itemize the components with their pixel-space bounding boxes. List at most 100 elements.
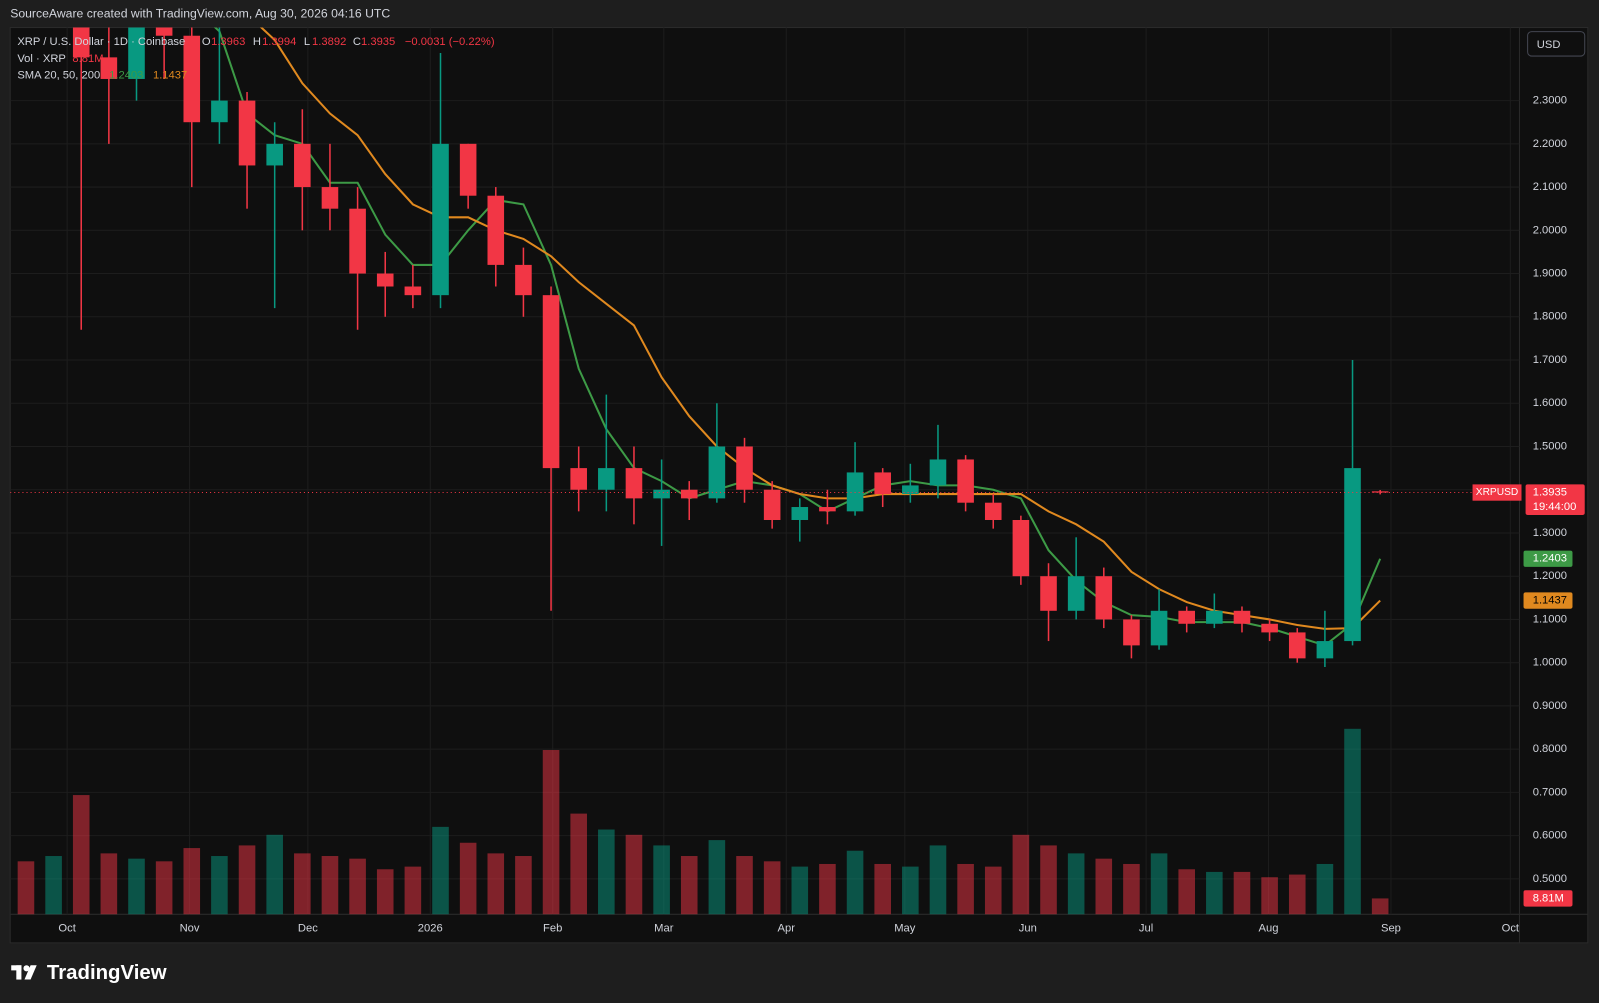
volume-bar xyxy=(515,856,532,915)
volume-bar xyxy=(846,850,864,915)
countdown-text: 19:44:00 xyxy=(1533,501,1577,513)
candle-body xyxy=(957,459,974,503)
candle-body xyxy=(736,446,753,490)
candle-body xyxy=(376,273,394,287)
volume-bar xyxy=(570,813,587,915)
x-tick-label: Mar xyxy=(654,923,674,935)
currency[interactable]: USD xyxy=(1537,39,1561,51)
price-tag-text: 1.3935 xyxy=(1533,487,1567,499)
legend-h-label: H xyxy=(253,36,261,48)
y-tick-label: 1.9000 xyxy=(1533,268,1567,280)
volume-bar xyxy=(1344,728,1361,915)
symbol-tag xyxy=(1472,484,1522,501)
y-tick-label: 1.8000 xyxy=(1533,311,1567,323)
sma-tag-text: 1.2403 xyxy=(1533,553,1567,565)
volume-bar xyxy=(459,842,477,915)
chart-panel xyxy=(9,27,1589,944)
currency-button[interactable] xyxy=(1527,31,1586,57)
candle-body xyxy=(1150,610,1168,646)
volume-bar xyxy=(708,840,726,915)
candle-body xyxy=(819,507,836,512)
candle-body xyxy=(874,472,891,495)
volume-bar xyxy=(680,856,698,915)
candle-body xyxy=(984,502,1002,520)
x-tick-label: Oct xyxy=(58,923,76,935)
candle-body xyxy=(1067,576,1085,611)
axes: 0.5000 0.6000 0.7000 0.8000 0.9000 1.0000 1.10… xyxy=(58,95,1585,935)
candle-body xyxy=(211,100,228,123)
volume-bar xyxy=(349,858,366,915)
volume-bar xyxy=(294,853,311,915)
volume-bar xyxy=(1040,845,1057,915)
brand: TradingView xyxy=(47,962,167,984)
candle-body xyxy=(680,489,698,499)
y-tick-label: 0.5000 xyxy=(1533,873,1567,885)
y-tick-label: 1.6000 xyxy=(1533,397,1567,409)
volume-bar xyxy=(1206,871,1223,915)
volume-bar xyxy=(1371,898,1389,915)
x-tick-label: May xyxy=(894,923,916,935)
y-tick-label: 0.7000 xyxy=(1533,786,1567,798)
volume-bar xyxy=(791,866,809,915)
legend-c: 1.3935 xyxy=(361,36,395,48)
candle-body xyxy=(763,489,781,520)
x-tick-label: Apr xyxy=(778,923,796,935)
x-tick-label: Dec xyxy=(298,923,318,935)
x-tick-label: 2026 xyxy=(418,923,443,935)
plot xyxy=(10,27,1520,915)
volume-bar xyxy=(211,856,228,915)
volume-tag-text: 8.81M xyxy=(1533,892,1564,904)
y-tick-label: 0.6000 xyxy=(1533,830,1567,842)
legend: XRP / U.S. Dollar · 1D · Coinbase O 1.39… xyxy=(17,36,494,82)
y-tick-label: 2.1000 xyxy=(1533,181,1567,193)
candle-body xyxy=(459,143,477,196)
candle-body xyxy=(570,468,587,490)
volume-bar xyxy=(1233,871,1251,915)
x-tick-label: Feb xyxy=(543,923,562,935)
candle-body xyxy=(1206,610,1223,624)
x-tick-label: Aug xyxy=(1259,923,1279,935)
volume-bar xyxy=(128,858,145,915)
volume-bar xyxy=(957,863,974,915)
legend-h: 1.3994 xyxy=(262,36,296,48)
y-tick-label: 2.2000 xyxy=(1533,138,1567,150)
candle-body xyxy=(625,468,643,499)
volume-bar xyxy=(266,834,283,915)
volume-bar xyxy=(819,863,836,915)
legend-vol: 8.81M xyxy=(72,53,103,65)
candle-body xyxy=(1233,610,1251,624)
candle-body xyxy=(598,468,615,490)
candle-body xyxy=(238,100,256,166)
legend-l-label: L xyxy=(304,36,310,48)
candle-body xyxy=(487,195,505,265)
volume-bar xyxy=(1067,853,1085,915)
candle-body xyxy=(294,143,311,188)
volume-bar xyxy=(1178,869,1195,915)
candle-body xyxy=(128,27,145,79)
candle-body xyxy=(1040,576,1057,611)
brand-logo xyxy=(11,965,37,980)
candle-body xyxy=(404,286,422,296)
candle-body xyxy=(1123,619,1140,646)
legend-sma1: 1.2403 xyxy=(109,69,143,81)
volume-bar xyxy=(1123,863,1140,915)
price-tag xyxy=(1525,484,1585,515)
candle-body xyxy=(929,459,947,486)
volume-bar xyxy=(542,750,560,915)
x-tick-label: Jun xyxy=(1019,923,1037,935)
candle-body xyxy=(432,143,449,296)
y-tick-label: 1.0000 xyxy=(1533,657,1567,669)
sma-tag xyxy=(1523,550,1573,567)
candle-body xyxy=(1316,641,1334,659)
legend-sma-label: SMA 20, 50, 200 xyxy=(17,69,100,81)
volume-bar xyxy=(432,826,449,915)
volume-bar xyxy=(183,848,201,915)
x-tick-label: Jul xyxy=(1139,923,1153,935)
volume-bar xyxy=(598,829,615,915)
candle-body xyxy=(1288,632,1306,659)
volume-bar xyxy=(653,845,670,915)
volume-bar xyxy=(874,863,891,915)
header: SourceAware created with TradingView.com… xyxy=(10,7,390,21)
candle-body xyxy=(653,489,670,499)
candle-body xyxy=(321,187,339,209)
